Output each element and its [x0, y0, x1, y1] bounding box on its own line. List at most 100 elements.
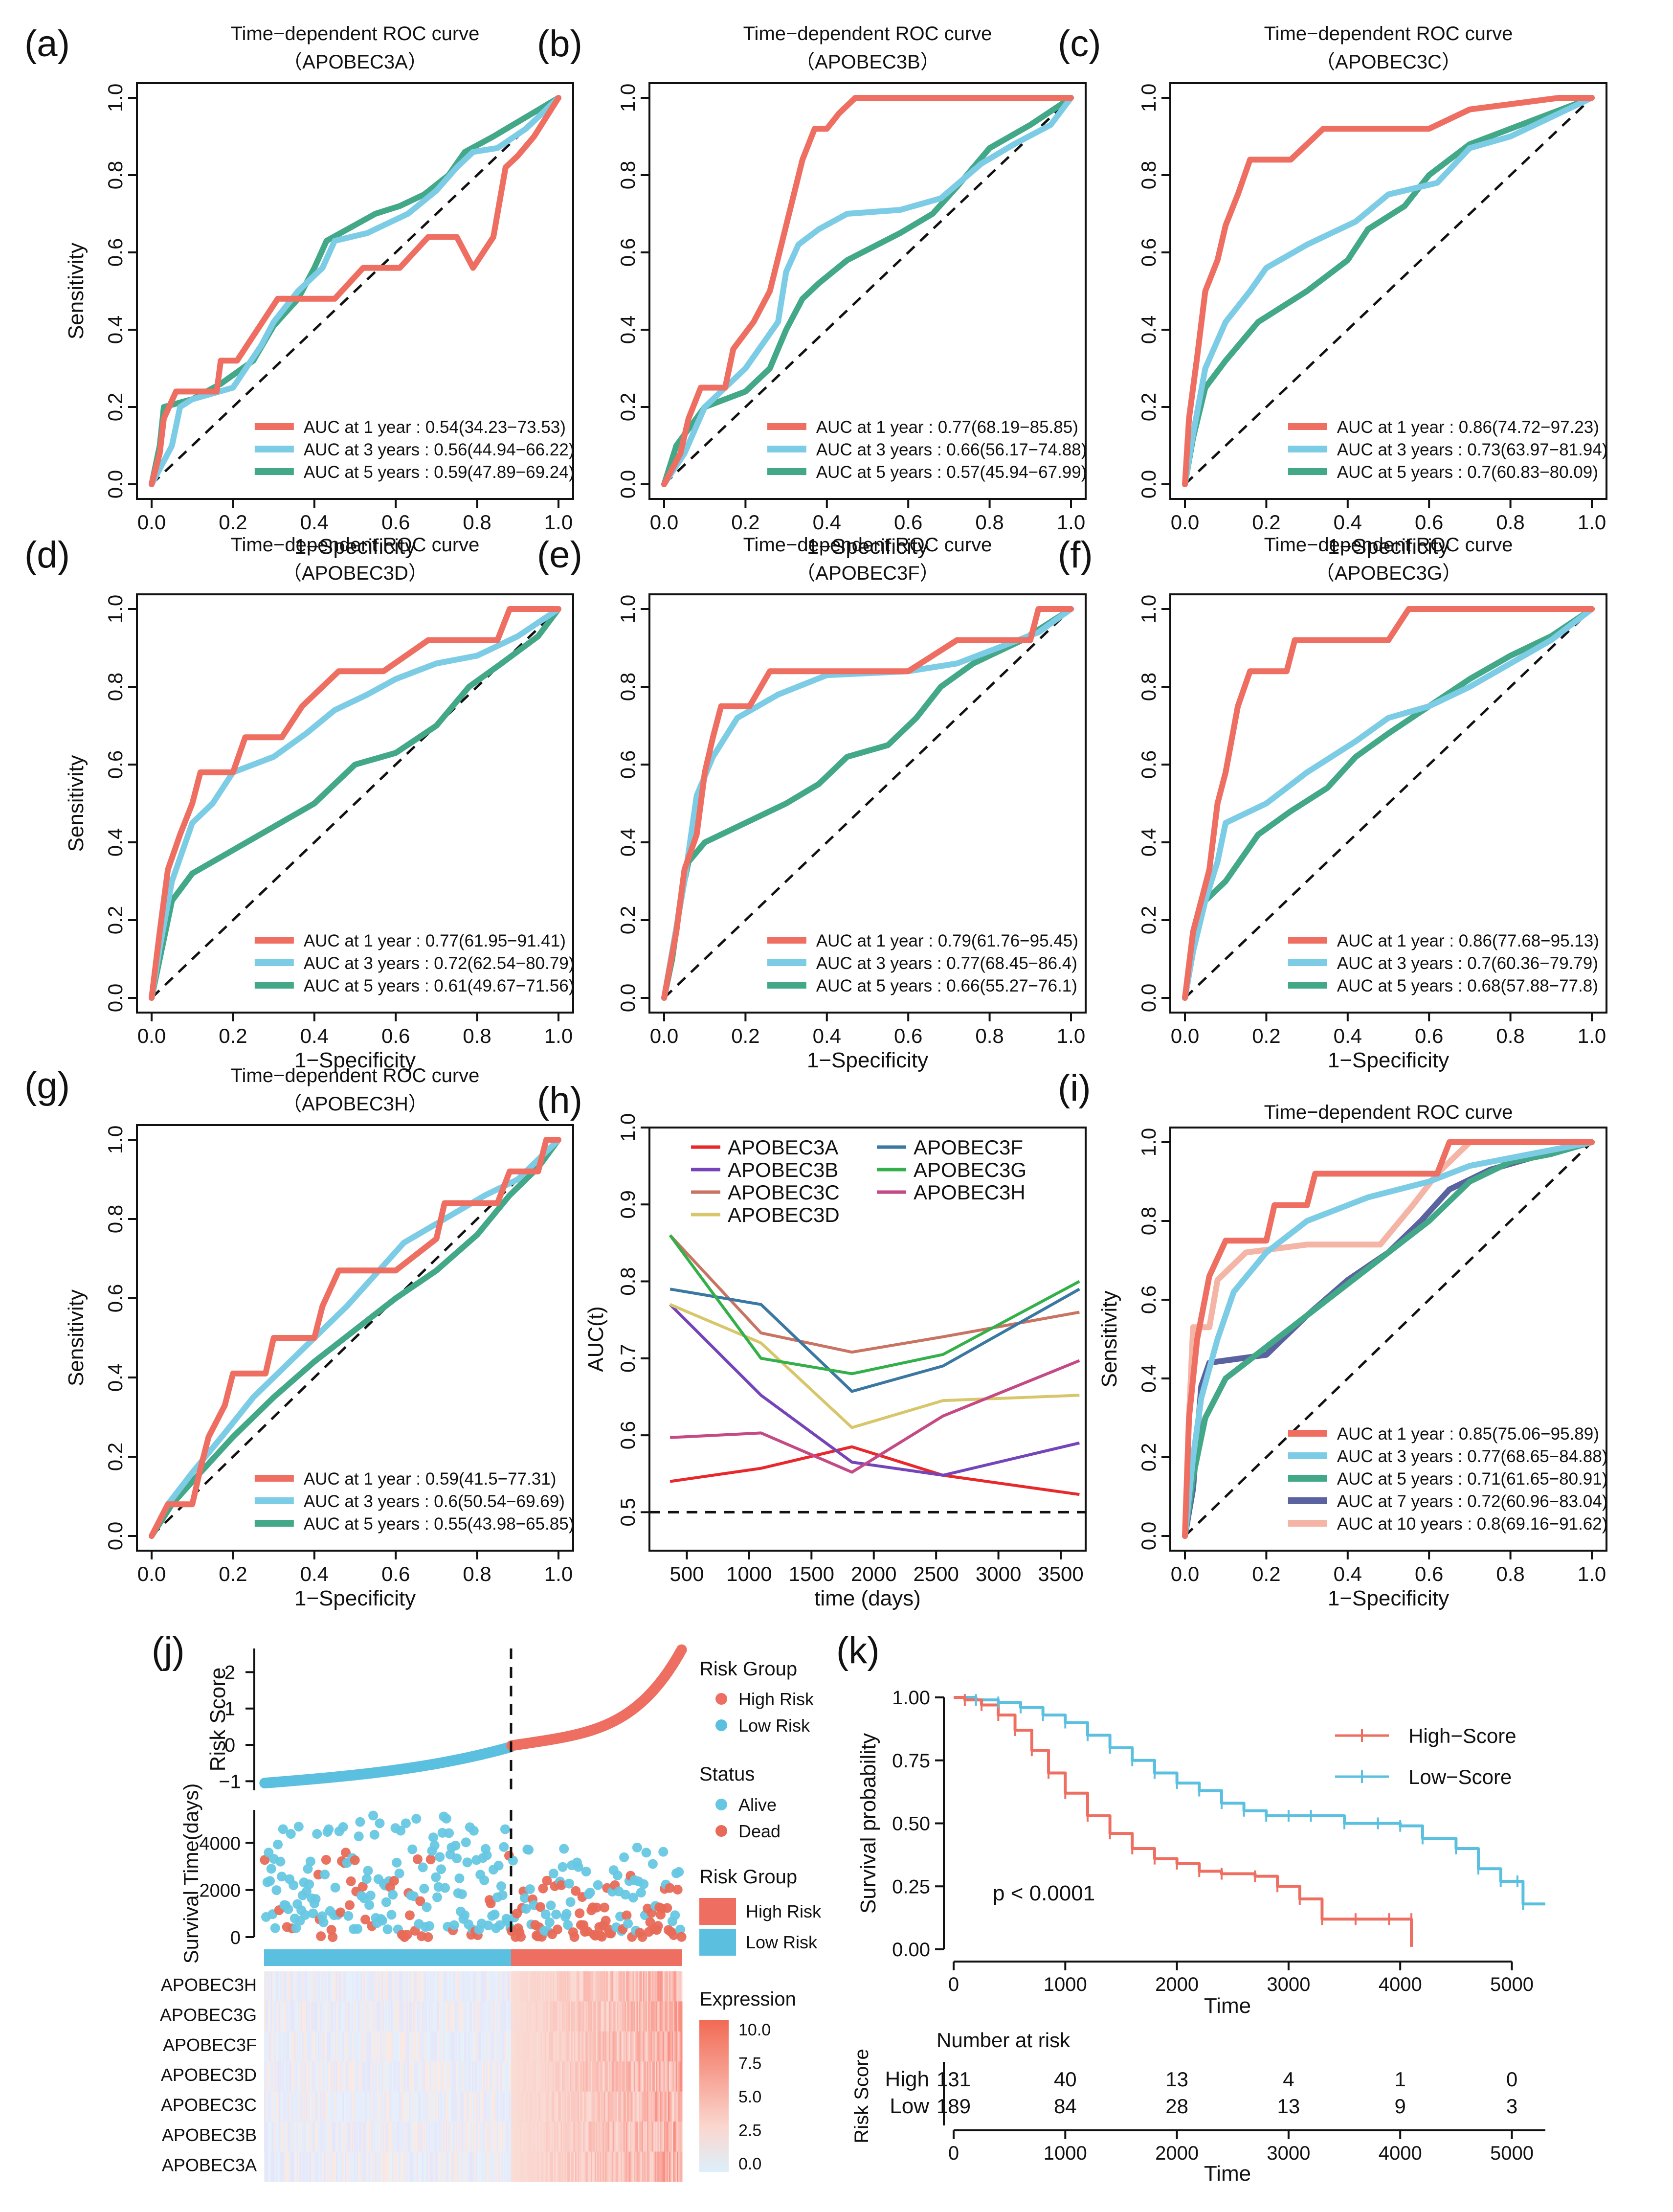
heatmap-cell	[451, 2001, 453, 2032]
heatmap-cell	[632, 2122, 634, 2152]
alive-point	[632, 1842, 642, 1852]
heatmap-cell	[537, 2122, 539, 2152]
heatmap-cell	[535, 2091, 537, 2122]
heatmap-cell	[267, 2122, 268, 2152]
dead-point	[346, 1876, 356, 1886]
y-tick-label: 0.2	[104, 393, 127, 421]
roc-curve-3	[149, 606, 561, 1001]
y-axis-label: AUC(t)	[584, 1306, 608, 1372]
heatmap-cell	[495, 2001, 497, 2032]
heatmap-cell	[350, 2091, 352, 2122]
heatmap-cell	[316, 1971, 318, 2002]
alive-point	[496, 1881, 506, 1891]
heatmap-cell	[558, 2031, 560, 2062]
heatmap-cell	[510, 2122, 512, 2152]
heatmap-cell	[490, 2001, 492, 2032]
heatmap-cell	[324, 2122, 326, 2152]
heatmap-cell	[656, 1971, 658, 2002]
heatmap-cell	[276, 2061, 278, 2092]
heatmap-cell	[324, 2151, 326, 2182]
heatmap-cell	[295, 2001, 297, 2032]
heatmap-cell	[504, 2031, 506, 2062]
heatmap-cell	[594, 2091, 597, 2122]
heatmap-cell	[579, 2122, 581, 2152]
heatmap-cell	[499, 2122, 501, 2152]
heatmap-cell	[545, 2031, 547, 2062]
heatmap-cell	[337, 2001, 339, 2032]
heatmap-cell	[302, 2001, 304, 2032]
legend-label: AUC at 1 year : 0.86(74.72−97.23)	[1337, 418, 1599, 437]
heatmap-cell	[304, 2031, 306, 2062]
legend-label: APOBEC3G	[914, 1158, 1026, 1181]
heatmap-cell	[571, 2122, 573, 2152]
heatmap-cell	[375, 1971, 377, 2002]
panel-tag: (h)	[537, 1080, 582, 1121]
heatmap-cell	[467, 2031, 468, 2062]
heatmap-cell	[381, 2001, 383, 2032]
y-tick-label: 0.8	[616, 673, 639, 701]
alive-point	[432, 1892, 443, 1902]
heatmap-cell	[332, 2091, 334, 2122]
heatmap-cell	[613, 2151, 615, 2182]
heatmap-cell	[506, 2031, 508, 2062]
heatmap-cell	[431, 2091, 433, 2122]
heatmap-cell	[400, 2031, 402, 2062]
heatmap-cell	[661, 2001, 663, 2032]
heatmap-cell	[357, 2091, 358, 2122]
heatmap-cell	[507, 1971, 509, 2002]
heatmap-cell	[410, 2091, 412, 2122]
heatmap-cell	[669, 2091, 671, 2122]
heatmap-cell	[304, 2122, 306, 2152]
heatmap-cell	[649, 2031, 651, 2062]
heatmap-cell	[586, 2122, 589, 2152]
roc-curve-1	[1182, 606, 1595, 1001]
heatmap-cell	[414, 2031, 416, 2062]
heatmap-cell	[323, 2151, 325, 2182]
heatmap-cell	[414, 2122, 416, 2152]
heatmap-cell	[418, 2151, 420, 2182]
heatmap-cell	[393, 2061, 395, 2092]
heatmap-cell	[291, 2151, 293, 2182]
heatmap-cell	[304, 2151, 306, 2182]
heatmap-cell	[311, 2061, 313, 2092]
heatmap-cell	[503, 2122, 505, 2152]
x-axis-label: 1−Specificity	[294, 535, 416, 559]
alive-point	[312, 1829, 322, 1839]
heatmap-cell	[359, 2122, 361, 2152]
legend-label: APOBEC3A	[728, 1136, 838, 1159]
heatmap-cell	[553, 2122, 555, 2152]
heatmap-cell	[389, 2031, 391, 2062]
y-tick-label: 1.0	[104, 1126, 127, 1154]
heatmap-cell	[342, 2091, 344, 2122]
heatmap-cell	[671, 1971, 673, 2002]
heatmap-cell	[532, 2001, 534, 2032]
heatmap-cell	[516, 2001, 518, 2032]
heatmap-cell	[419, 1971, 422, 2002]
heatmap-cell	[296, 2001, 298, 2032]
heatmap-cell	[409, 2061, 411, 2092]
heatmap-cell	[596, 2061, 598, 2092]
heatmap-cell	[432, 2122, 434, 2152]
alive-point	[368, 1810, 379, 1821]
heatmap-cell	[531, 2151, 533, 2182]
heatmap-cell	[491, 2122, 493, 2152]
heatmap-cell	[609, 2031, 611, 2062]
heatmap-cell	[634, 2091, 636, 2122]
heatmap-cell	[288, 2091, 290, 2122]
heatmap-cell	[380, 2151, 382, 2182]
dead-point	[402, 1930, 412, 1940]
heatmap-cell	[405, 2001, 407, 2032]
dead-point	[665, 1883, 675, 1893]
heatmap-cell	[357, 2122, 358, 2152]
heatmap-cell	[508, 2031, 510, 2062]
heatmap-cell	[507, 2122, 509, 2152]
heatmap-cell	[521, 2091, 523, 2122]
heatmap-cell	[520, 2001, 522, 2032]
heatmap-cell	[660, 2122, 662, 2152]
heatmap-cell	[419, 2001, 422, 2032]
heatmap-cell	[490, 2061, 492, 2092]
heatmap-cell	[432, 2001, 434, 2032]
heatmap-cell	[535, 2031, 537, 2062]
risk-table-cell: 9	[1395, 2095, 1406, 2118]
